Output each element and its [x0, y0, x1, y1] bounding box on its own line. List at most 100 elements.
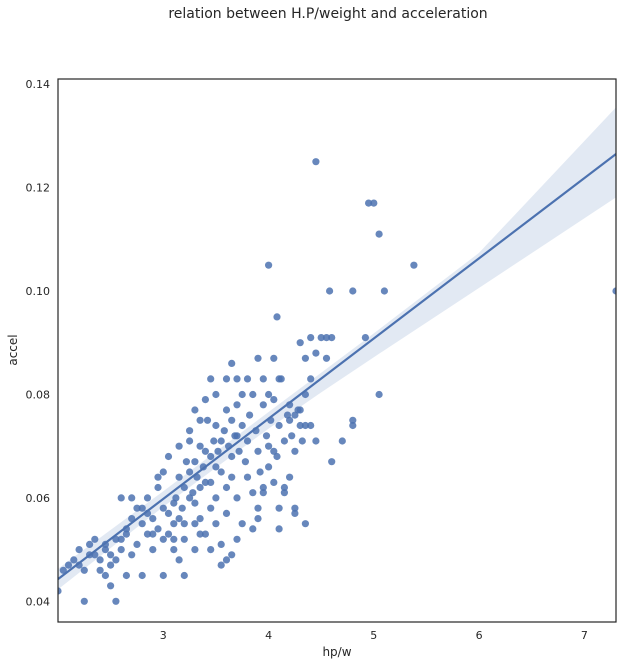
data-point	[228, 473, 236, 481]
data-point	[214, 447, 222, 455]
data-point	[349, 421, 357, 430]
data-point	[275, 504, 283, 512]
data-point	[370, 199, 378, 207]
data-point	[207, 546, 215, 554]
data-point	[254, 354, 262, 362]
data-point	[196, 515, 204, 523]
data-point	[217, 540, 225, 549]
data-point	[273, 313, 281, 321]
data-point	[175, 515, 183, 523]
data-point	[291, 447, 299, 455]
data-point	[243, 375, 252, 383]
data-point	[238, 421, 246, 430]
data-point	[233, 401, 241, 409]
data-point	[191, 406, 199, 414]
data-point	[207, 375, 215, 383]
data-point	[170, 535, 178, 543]
regression-line	[58, 153, 616, 580]
data-point	[265, 390, 273, 399]
x-tick-label: 4	[265, 629, 272, 642]
data-point	[96, 556, 104, 564]
data-point	[291, 504, 299, 512]
y-tick-label: 0.10	[26, 285, 51, 298]
data-point	[280, 483, 288, 492]
data-point	[233, 535, 241, 543]
data-point	[233, 494, 241, 502]
data-point	[375, 230, 383, 238]
data-point	[159, 504, 167, 512]
data-point	[196, 483, 204, 492]
data-point	[112, 597, 120, 605]
data-point	[328, 334, 336, 342]
y-axis-label: accel	[6, 334, 20, 365]
data-point	[59, 566, 67, 574]
data-point	[86, 540, 94, 549]
data-point	[133, 540, 141, 549]
data-point	[338, 437, 346, 445]
data-point	[186, 427, 194, 435]
data-point	[196, 442, 204, 450]
data-point	[186, 468, 194, 476]
data-point	[380, 287, 388, 295]
data-point	[249, 489, 257, 497]
data-point	[107, 561, 115, 569]
data-point	[80, 597, 88, 605]
data-point	[191, 520, 199, 528]
data-point	[222, 483, 231, 492]
data-point	[410, 261, 418, 269]
data-point	[159, 571, 167, 580]
data-point	[288, 432, 296, 440]
data-point	[149, 515, 157, 523]
data-point	[175, 473, 183, 481]
data-point	[256, 468, 264, 476]
data-point	[91, 535, 99, 543]
data-point	[203, 416, 212, 424]
data-point	[243, 437, 252, 445]
data-point	[273, 452, 281, 461]
data-point	[322, 354, 331, 362]
data-point	[138, 571, 146, 580]
data-point	[172, 494, 180, 502]
data-point	[298, 437, 306, 445]
data-point	[349, 287, 357, 295]
data-point	[164, 509, 173, 517]
data-point	[312, 158, 320, 166]
data-point	[112, 556, 120, 564]
data-point	[122, 530, 130, 538]
data-point	[328, 458, 336, 466]
data-point	[349, 416, 357, 424]
data-point	[207, 478, 215, 486]
data-point	[612, 287, 616, 295]
data-point	[217, 561, 225, 569]
x-tick-label: 3	[160, 629, 167, 642]
data-point	[212, 520, 220, 528]
data-point	[107, 582, 115, 590]
data-point	[270, 478, 278, 486]
data-point	[101, 546, 109, 554]
data-point	[307, 421, 315, 430]
data-point	[159, 535, 167, 543]
data-point	[117, 535, 125, 543]
data-point	[149, 530, 157, 538]
data-point	[228, 551, 236, 559]
data-point	[180, 571, 188, 580]
data-point	[138, 504, 146, 512]
data-point	[122, 571, 130, 580]
data-point	[182, 458, 190, 466]
data-point	[180, 520, 188, 528]
confidence-band	[58, 107, 616, 590]
data-point	[170, 546, 178, 554]
chart-title: relation between H.P/weight and accelera…	[168, 6, 487, 22]
data-point	[191, 458, 199, 466]
data-point	[201, 530, 209, 538]
data-point	[312, 437, 320, 445]
data-point	[280, 437, 288, 445]
data-point	[249, 525, 257, 533]
data-point	[254, 515, 262, 523]
data-point	[143, 530, 152, 538]
data-point	[164, 452, 173, 461]
data-point	[159, 468, 167, 476]
data-point	[212, 390, 220, 399]
y-tick-layer: 0.04 0.06 0.08 0.10 0.12 0.14	[26, 78, 51, 608]
